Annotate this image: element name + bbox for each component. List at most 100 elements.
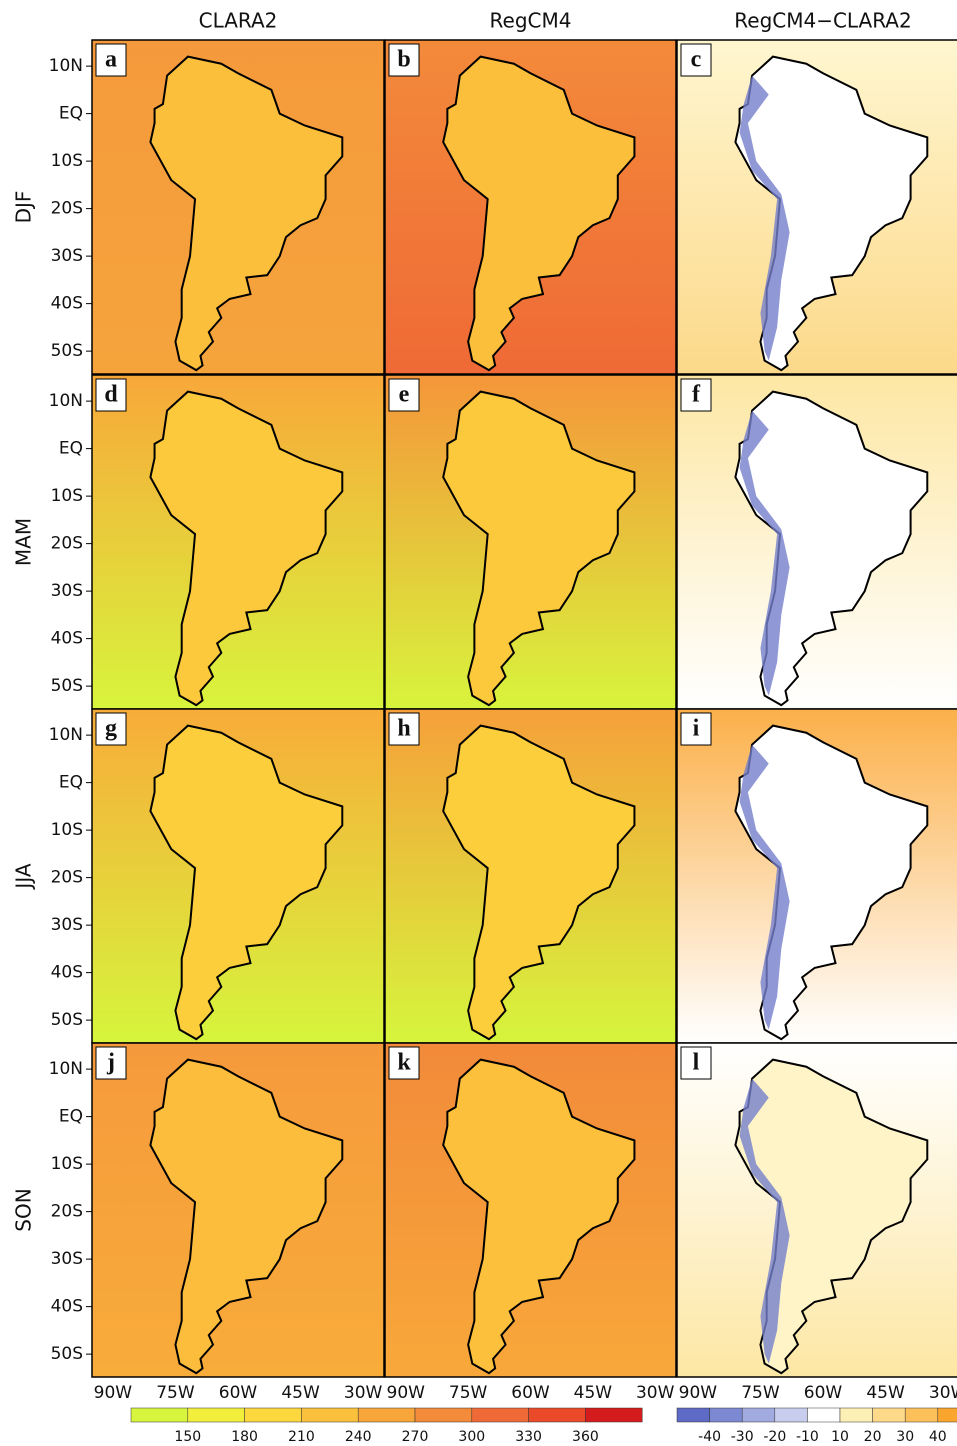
colorbar-box <box>937 1407 957 1423</box>
lat-label: 20S <box>51 199 83 219</box>
lat-label: 50S <box>51 1010 83 1030</box>
lat-label: 20S <box>51 534 83 554</box>
panel-frame <box>384 39 677 375</box>
lat-label: EQ <box>59 439 83 459</box>
colorbar-label: -30 <box>731 1429 754 1445</box>
panel-letter: j <box>106 1050 115 1076</box>
letter-box <box>95 712 127 746</box>
colorbar-box <box>904 1407 939 1423</box>
colorbar-label: 180 <box>231 1429 258 1445</box>
letter-box <box>95 378 127 412</box>
land <box>149 390 344 707</box>
letter-box <box>680 1046 712 1080</box>
colorbar-label: -20 <box>763 1429 786 1445</box>
colorbar-box <box>528 1407 586 1423</box>
colorbar-box <box>709 1407 743 1423</box>
colorbar-box <box>839 1407 873 1423</box>
land <box>442 724 636 1041</box>
land <box>149 724 344 1041</box>
andes-bias <box>739 410 790 696</box>
column-title: RegCM4−CLARA2 <box>734 9 911 33</box>
letter-box <box>95 43 127 77</box>
colorbar-label: 330 <box>515 1429 542 1445</box>
panel-letter: g <box>105 716 117 742</box>
lat-label: 10N <box>49 725 83 745</box>
colorbar-box <box>676 1407 710 1423</box>
colorbar-label: -40 <box>698 1429 721 1445</box>
lon-label: 60W <box>511 1383 550 1403</box>
lat-label: EQ <box>59 104 83 124</box>
lon-label: 90W <box>679 1383 718 1403</box>
row-label: DJF <box>12 191 36 224</box>
lon-label: 30W <box>929 1383 957 1403</box>
letter-box <box>388 712 420 746</box>
lat-label: 10S <box>51 486 83 506</box>
panel-frame <box>91 1042 385 1378</box>
lat-label: 30S <box>51 581 83 601</box>
colorbar-box <box>774 1407 808 1423</box>
column-title: CLARA2 <box>199 9 278 33</box>
row-label: MAM <box>12 518 36 566</box>
letter-box <box>388 1046 420 1080</box>
colorbar-box <box>414 1407 473 1423</box>
lat-label: 30S <box>51 1249 83 1269</box>
letter-box <box>388 378 420 412</box>
lat-label: EQ <box>59 773 83 793</box>
lon-label: 60W <box>219 1383 258 1403</box>
land <box>442 55 636 372</box>
lat-label: 20S <box>51 1202 83 1222</box>
colorbar-box <box>130 1407 189 1423</box>
letter-box <box>680 712 712 746</box>
lon-label: 60W <box>804 1383 843 1403</box>
lat-label: 40S <box>51 963 83 983</box>
lat-label: EQ <box>59 1107 83 1127</box>
lon-label: 75W <box>741 1383 780 1403</box>
colorbar-box <box>187 1407 245 1423</box>
land <box>149 1058 344 1375</box>
colorbar-box <box>244 1407 302 1423</box>
lon-label: 75W <box>156 1383 195 1403</box>
lon-label: 30W <box>344 1383 383 1403</box>
letter-box <box>680 43 712 77</box>
colorbar-box <box>585 1407 643 1423</box>
lat-label: 40S <box>51 629 83 649</box>
panel-frame <box>676 1042 957 1378</box>
panel-letter: k <box>397 1050 411 1076</box>
colorbar-box <box>807 1407 841 1423</box>
lon-label: 45W <box>281 1383 320 1403</box>
colorbar-box <box>301 1407 359 1423</box>
lat-label: 10N <box>49 56 83 76</box>
row-label: JJA <box>12 863 36 890</box>
letter-box <box>388 43 420 77</box>
colorbar-label: 270 <box>402 1429 429 1445</box>
panel-letter: d <box>104 382 118 408</box>
panel-letter: f <box>692 382 701 408</box>
lat-label: 10S <box>51 151 83 171</box>
colorbar-box <box>872 1407 906 1423</box>
lon-label: 45W <box>574 1383 613 1403</box>
panel-letter: i <box>693 716 700 742</box>
land <box>149 55 344 372</box>
colorbar-label: 30 <box>896 1429 914 1445</box>
lon-label: 45W <box>866 1383 905 1403</box>
lon-label: 90W <box>387 1383 426 1403</box>
panel-frame <box>384 1042 677 1378</box>
panel-letter: b <box>397 47 410 73</box>
lat-label: 10N <box>49 1059 83 1079</box>
colorbar-label: 40 <box>929 1429 947 1445</box>
colorbar-label: 10 <box>831 1429 849 1445</box>
lat-label: 10N <box>49 391 83 411</box>
lat-label: 10S <box>51 820 83 840</box>
panel-letter: a <box>105 47 117 73</box>
lat-label: 30S <box>51 246 83 266</box>
colorbar-label: -10 <box>796 1429 819 1445</box>
colorbar-label: 300 <box>458 1429 485 1445</box>
colorbar-label: 210 <box>288 1429 315 1445</box>
land <box>442 1058 636 1375</box>
column-title: RegCM4 <box>490 9 572 33</box>
colorbar-label: 20 <box>864 1429 882 1445</box>
lat-label: 50S <box>51 341 83 361</box>
lat-label: 50S <box>51 1344 83 1364</box>
colorbar-box <box>357 1407 416 1423</box>
